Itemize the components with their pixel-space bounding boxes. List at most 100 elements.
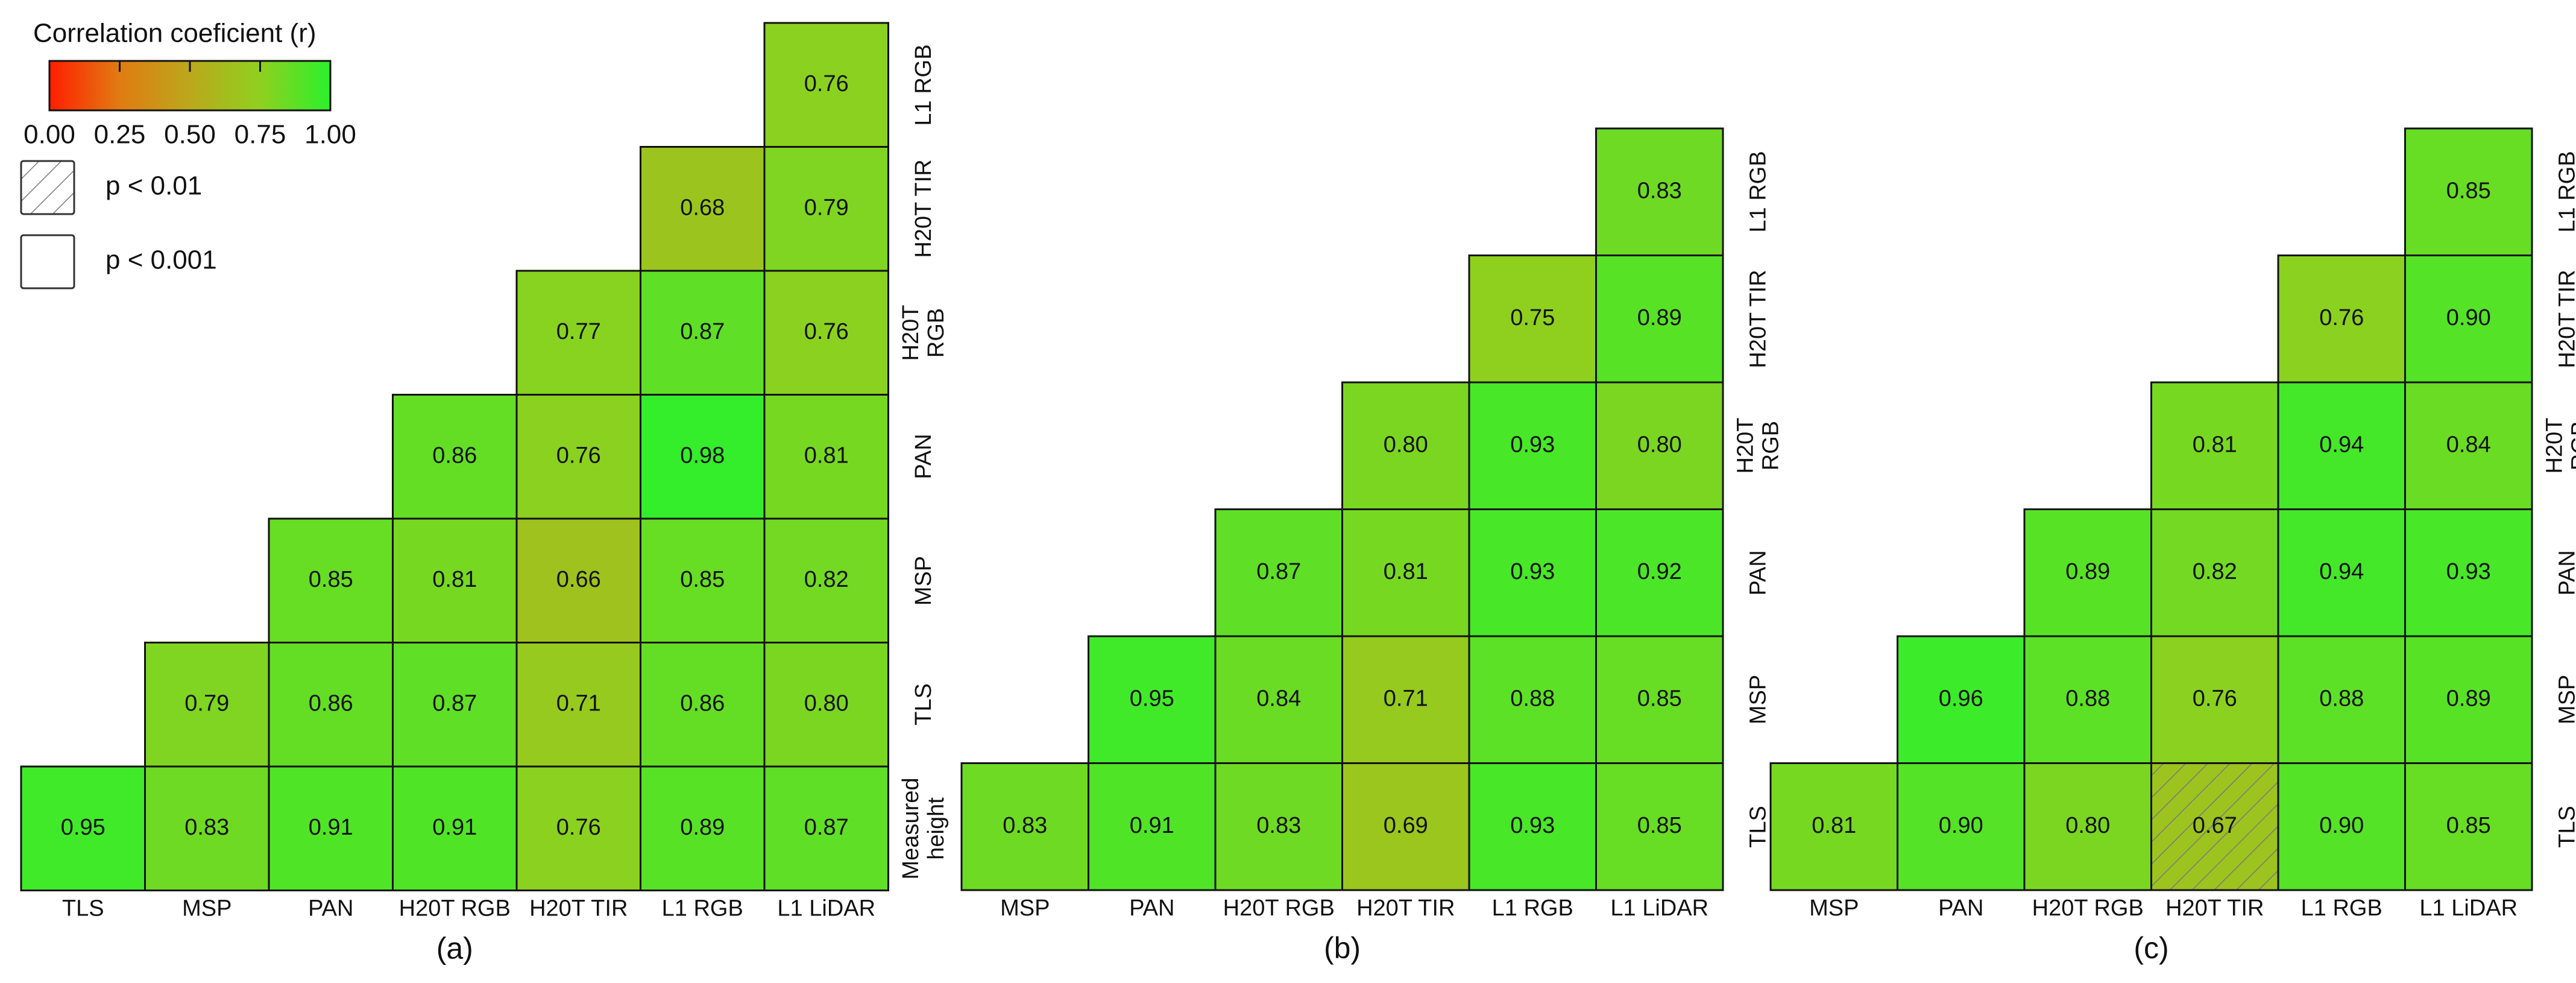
heatmap-cell — [1595, 762, 1724, 891]
heatmap-cell — [392, 517, 518, 643]
cell-value-label: 0.93 — [1510, 432, 1555, 457]
cell-value-label: 0.83 — [1256, 813, 1301, 838]
x-tick-label: H20T RGB — [1223, 896, 1335, 921]
cell-value-label: 0.86 — [309, 691, 353, 716]
heatmap-cell — [1214, 635, 1343, 764]
heatmap-cell — [392, 765, 518, 891]
y-tick-label: PAN — [2554, 550, 2576, 596]
heatmap-cell — [2150, 381, 2279, 510]
cell-value-label: 0.76 — [556, 815, 601, 840]
cell-value-label: 0.76 — [2319, 305, 2364, 330]
cell-value-label: 0.94 — [2319, 559, 2364, 584]
cell-value-label: 0.69 — [1384, 813, 1428, 838]
heatmap-cell — [763, 270, 889, 396]
cell-value-label: 0.80 — [1637, 432, 1682, 457]
heatmap-cell — [2404, 762, 2533, 891]
legend-label: p < 0.001 — [105, 245, 217, 275]
heatmap-cell — [2150, 635, 2279, 764]
legend-swatch — [20, 160, 75, 215]
cell-value-label: 0.81 — [804, 443, 849, 468]
heatmap-cell — [1341, 635, 1470, 764]
x-tick-label: MSP — [1809, 896, 1859, 921]
x-tick-label: L1 LiDAR — [1610, 896, 1708, 921]
cell-value-label: 0.88 — [2065, 686, 2110, 711]
x-tick-label: H20T RGB — [2032, 896, 2144, 921]
y-tick-label: TLS — [1745, 805, 1771, 848]
heatmap-cell — [640, 765, 766, 891]
cell-value-label: 0.92 — [1637, 559, 1682, 584]
heatmap-cell — [2277, 381, 2406, 510]
cell-value-label: 0.89 — [2446, 686, 2491, 711]
heatmap-cell — [640, 146, 766, 272]
y-tick-label: L1 RGB — [910, 44, 936, 126]
heatmap-cell — [2277, 254, 2406, 384]
cell-value-label: 0.85 — [2446, 178, 2491, 203]
y-tick-label: H20T TIR — [910, 159, 936, 258]
heatmap-cell — [960, 762, 1089, 891]
cell-value-label: 0.81 — [2193, 432, 2237, 457]
y-tick-label: H20T TIR — [2554, 270, 2576, 368]
cell-value-label: 0.93 — [1510, 559, 1555, 584]
heatmap-cell — [1468, 508, 1597, 637]
cell-value-label: 0.90 — [1939, 813, 1983, 838]
cell-value-label: 0.89 — [2065, 559, 2110, 584]
cell-value-label: 0.86 — [432, 443, 477, 468]
cell-value-label: 0.77 — [556, 319, 601, 344]
heatmap-cell — [2277, 762, 2406, 891]
cell-value-label: 0.76 — [804, 319, 849, 344]
colorbar-title: Correlation coeficient (r) — [33, 19, 316, 48]
cell-value-label: 0.95 — [61, 815, 105, 840]
cell-value-label: 0.83 — [1637, 178, 1682, 203]
cell-value-label: 0.98 — [680, 443, 725, 468]
cell-value-label: 0.85 — [309, 567, 353, 592]
heatmap-cell — [1769, 762, 1898, 891]
y-tick-label: PAN — [910, 434, 936, 479]
heatmap-cell — [1468, 381, 1597, 510]
y-tick-label: TLS — [2554, 805, 2576, 848]
cell-value-label: 0.85 — [1637, 813, 1682, 838]
x-tick-label: MSP — [182, 896, 231, 921]
cell-value-label: 0.71 — [556, 691, 601, 716]
x-tick-label: L1 RGB — [1492, 896, 1573, 921]
cell-value-label: 0.91 — [432, 815, 477, 840]
y-tick-label: PAN — [1745, 550, 1771, 596]
cell-value-label: 0.87 — [432, 691, 477, 716]
cell-value-label: 0.85 — [1637, 686, 1682, 711]
colorbar-tick-label: 0.00 — [24, 120, 75, 150]
cell-value-label: 0.81 — [1384, 559, 1428, 584]
cell-value-label: 0.94 — [2319, 432, 2364, 457]
cell-value-label: 0.91 — [1130, 813, 1174, 838]
heatmap-cell — [2404, 635, 2533, 764]
y-tick-label: L1 RGB — [1745, 151, 1771, 233]
legend-label: p < 0.01 — [105, 171, 202, 201]
heatmap-cell — [268, 765, 394, 891]
heatmap-cell — [763, 517, 889, 643]
y-tick-label: MSP — [910, 555, 936, 605]
y-tick-label: MSP — [1745, 675, 1771, 725]
heatmap-cell — [763, 642, 889, 768]
cell-value-label: 0.80 — [804, 691, 849, 716]
heatmap-cell — [640, 270, 766, 396]
cell-value-label: 0.80 — [2065, 813, 2110, 838]
heatmap-cell — [1468, 762, 1597, 891]
cell-value-label: 0.71 — [1384, 686, 1428, 711]
cell-value-label: 0.91 — [309, 815, 353, 840]
x-tick-label: L1 LiDAR — [2419, 896, 2518, 921]
x-tick-label: H20T TIR — [2165, 896, 2264, 921]
heatmap-cell — [763, 394, 889, 520]
heatmap-cell — [1595, 508, 1724, 637]
y-tick-label: TLS — [910, 683, 936, 726]
x-tick-label: H20T TIR — [529, 896, 628, 921]
cell-value-label: 0.76 — [556, 443, 601, 468]
cell-value-label: 0.93 — [1510, 813, 1555, 838]
y-tick-label: Measured height — [898, 777, 949, 880]
heatmap-cell — [2404, 381, 2533, 510]
cell-value-label: 0.82 — [2193, 559, 2237, 584]
cell-value-label: 0.81 — [432, 567, 477, 592]
cell-value-label: 0.88 — [2319, 686, 2364, 711]
cell-value-label: 0.67 — [2193, 813, 2237, 838]
heatmap-cell — [1214, 762, 1343, 891]
cell-value-label: 0.66 — [556, 567, 601, 592]
